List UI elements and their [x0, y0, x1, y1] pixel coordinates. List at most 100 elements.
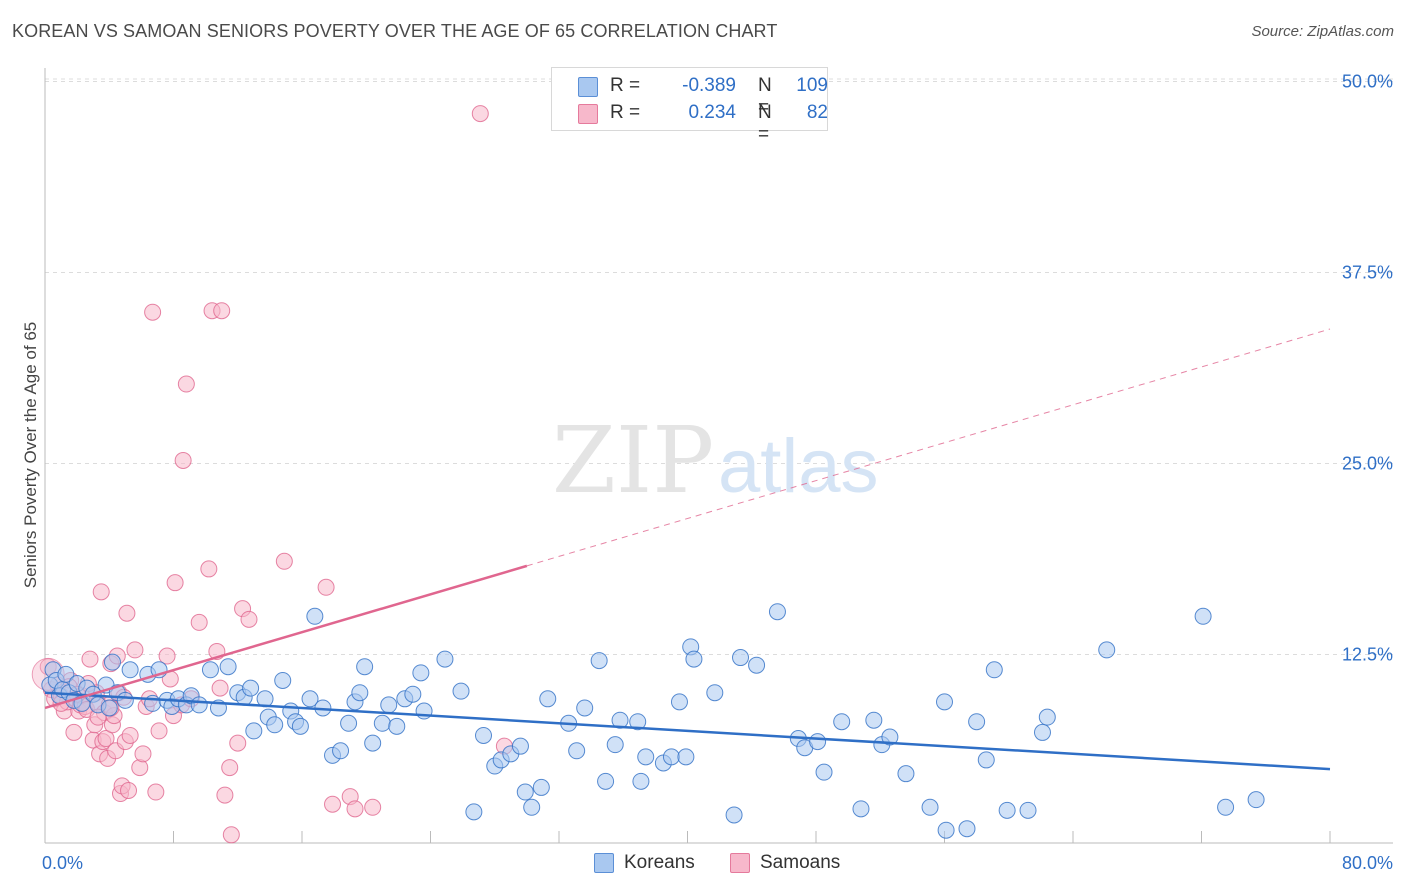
korean-point [670, 693, 688, 711]
korean-point [629, 713, 647, 731]
samoan-point [92, 583, 110, 601]
korean-point [465, 803, 483, 821]
legend-swatch-samoans [578, 104, 598, 124]
samoan-point [150, 722, 168, 740]
samoan-point [190, 613, 208, 631]
korean-point [351, 684, 369, 702]
korean-point [219, 658, 237, 676]
korean-point [57, 665, 75, 683]
samoan-point [216, 786, 234, 804]
samoan-point [213, 302, 231, 320]
korean-point [897, 765, 915, 783]
legend-n-value-koreans: 109 [796, 75, 828, 96]
trendline-koreans [44, 691, 1331, 771]
samoan-point [118, 604, 136, 622]
samoan-point [221, 759, 239, 777]
korean-point [606, 736, 624, 754]
korean-point [1033, 723, 1051, 741]
series-legend: Koreans Samoans [0, 852, 1406, 876]
korean-point [340, 714, 358, 732]
korean-point [937, 821, 955, 839]
korean-point [852, 800, 870, 818]
samoan-point [229, 734, 247, 752]
samoan-point [471, 105, 489, 123]
korean-point [576, 699, 594, 717]
samoan-point [200, 560, 218, 578]
x-tick-label-min: 0.0% [42, 853, 83, 873]
korean-point [985, 661, 1003, 679]
x-tick-label-max: 80.0% [1342, 853, 1393, 873]
korean-point [1217, 798, 1235, 816]
korean-point [958, 820, 976, 838]
chart-title: KOREAN VS SAMOAN SENIORS POVERTY OVER TH… [12, 21, 778, 41]
korean-point [590, 652, 608, 670]
samoan-point [211, 679, 229, 697]
samoan-point [222, 826, 240, 844]
samoan-point [121, 726, 139, 744]
korean-point [301, 690, 319, 708]
korean-point [677, 748, 695, 766]
samoan-point [120, 781, 138, 799]
samoan-point [174, 451, 192, 469]
samoan-point [364, 798, 382, 816]
samoan-point [97, 730, 115, 748]
korean-point [611, 711, 629, 729]
korean-point [921, 798, 939, 816]
korean-point [388, 717, 406, 735]
series-koreans-points [41, 603, 1265, 839]
korean-point [539, 690, 557, 708]
korean-point [936, 693, 953, 711]
korean-point [201, 661, 219, 679]
korean-point [190, 696, 208, 714]
trend-lines [44, 328, 1331, 771]
samoan-point [126, 641, 144, 659]
korean-point [475, 726, 493, 744]
korean-point [404, 685, 422, 703]
korean-point [436, 650, 454, 668]
korean-point [725, 806, 743, 824]
legend-n-label: N = [758, 75, 772, 118]
legend-r-value-samoans: 0.234 [688, 102, 736, 123]
korean-point [516, 783, 534, 801]
korean-point [1098, 641, 1116, 659]
source-label: Source: ZipAtlas.com [1251, 23, 1394, 40]
korean-point [809, 733, 827, 751]
korean-point [1038, 708, 1056, 726]
samoan-point [147, 783, 165, 801]
korean-point [380, 696, 398, 714]
korean-point [452, 682, 470, 700]
korean-point [245, 722, 263, 740]
watermark-zip: ZIP [552, 407, 714, 514]
samoan-point [275, 552, 293, 570]
samoan-point [317, 578, 335, 596]
legend-n-value-samoans: 82 [806, 102, 828, 123]
korean-point [274, 671, 292, 689]
legend-r-label: R = [610, 102, 641, 123]
y-tick-label: 37.5% [1342, 263, 1393, 283]
korean-point [1019, 801, 1037, 819]
samoan-point [144, 303, 162, 321]
y-tick-label: 12.5% [1342, 645, 1393, 665]
korean-point [373, 714, 391, 732]
korean-point [356, 658, 374, 676]
korean-point [116, 691, 134, 709]
legend-swatch-koreans [594, 853, 614, 873]
korean-point [291, 717, 309, 735]
samoan-point [346, 800, 364, 818]
korean-point [815, 763, 833, 781]
korean-point [103, 653, 121, 671]
axes [44, 68, 1393, 844]
trendline-samoans-extension [526, 328, 1331, 567]
samoan-point [158, 647, 176, 665]
korean-point [748, 656, 766, 674]
samoan-point [324, 795, 342, 813]
y-tick-label: 25.0% [1342, 454, 1393, 474]
korean-point [768, 603, 786, 621]
korean-point [833, 713, 851, 731]
korean-point [662, 748, 680, 766]
korean-point [306, 607, 324, 625]
korean-point [568, 742, 586, 760]
korean-point [511, 737, 529, 755]
watermark-atlas: atlas [718, 424, 879, 509]
